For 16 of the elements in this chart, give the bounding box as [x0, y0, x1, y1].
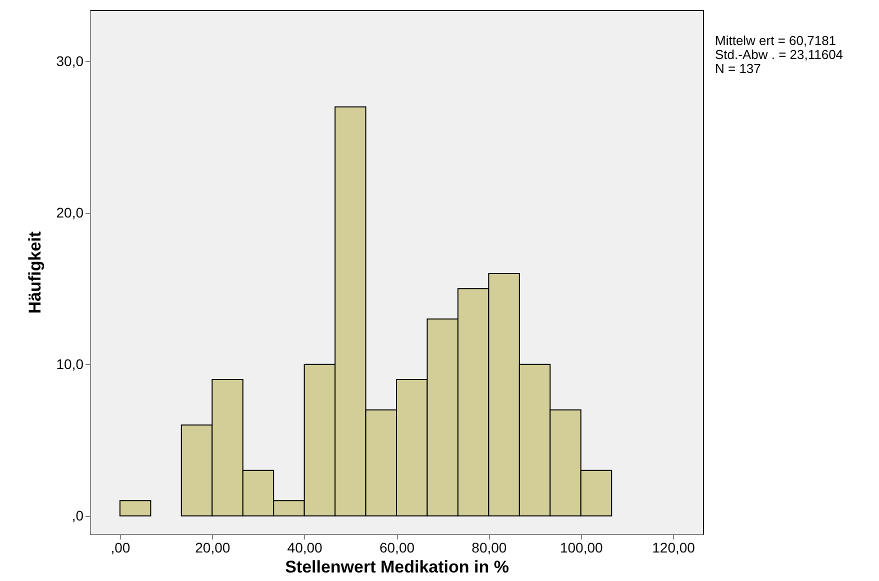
- x-tick-label: 120,00: [652, 540, 696, 556]
- x-tick-label: ,00: [110, 540, 130, 556]
- x-tick-label: 80,00: [472, 540, 507, 556]
- text: Std.-Abw . = 23,11604: [715, 47, 844, 62]
- y-tick-label: ,0: [72, 507, 84, 524]
- y-tick-label: 20,0: [56, 204, 84, 220]
- y-tick-label: 30,0: [56, 52, 84, 69]
- x-tick-label: 40,00: [287, 540, 323, 556]
- text: N = 137: [715, 61, 761, 76]
- x-tick-label: 60,00: [379, 540, 415, 556]
- text: Mittelw ert = 60,7181: [715, 33, 836, 48]
- x-tick-label: 20,00: [195, 540, 230, 556]
- x-tick-label: 100,00: [560, 540, 603, 556]
- x-axis-title: Stellenwert Medikation in %: [285, 558, 509, 576]
- y-tick-label: 10,0: [56, 356, 84, 372]
- y-axis-title: Häufigkeit: [25, 231, 44, 314]
